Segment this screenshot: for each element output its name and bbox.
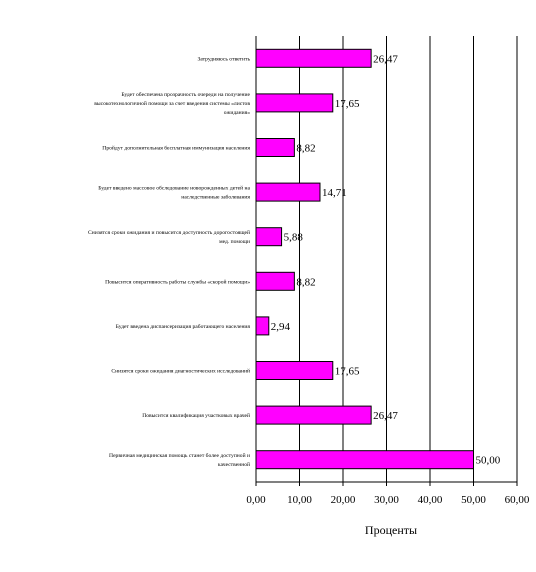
category-label: Будет введена диспансеризация работающег…: [116, 323, 251, 330]
category-label: Повысится оперативность работы службы «с…: [105, 278, 250, 285]
data-label: 26,47: [373, 410, 398, 422]
category-label: Повысится квалификация участковых врачей: [142, 412, 250, 419]
bar: [255, 227, 283, 247]
x-tick-label: 0,00: [246, 494, 266, 506]
bar: [255, 316, 270, 336]
data-label: 26,47: [373, 53, 398, 65]
category-label: Будет обеспечена прозрачность очереди на…: [94, 91, 250, 116]
category-labels: Затрудняюсь ответить Будет обеспечена про…: [88, 56, 250, 468]
x-tick-label: 40,00: [418, 494, 443, 506]
x-tick-label: 60,00: [505, 494, 530, 506]
data-label: 8,82: [296, 143, 315, 155]
x-tick-label: 50,00: [461, 494, 486, 506]
data-label: 17,65: [335, 366, 360, 378]
x-tick-label: 20,00: [331, 494, 356, 506]
category-label: Снизятся сроки ожидания диагностических …: [111, 368, 250, 375]
bar: [255, 405, 372, 425]
category-label: Первичная медицинская помощь станет боле…: [109, 452, 250, 468]
category-label: Снизятся сроки ожидания и повысится дост…: [88, 229, 250, 245]
data-label: 17,65: [335, 98, 360, 110]
category-label: Затрудняюсь ответить: [197, 56, 250, 62]
x-tick-label: 10,00: [287, 494, 312, 506]
data-label: 50,00: [476, 455, 501, 467]
bar: [255, 182, 321, 202]
x-axis-title: Проценты: [365, 523, 417, 537]
data-label: 8,82: [296, 276, 315, 288]
data-label: 14,71: [322, 187, 347, 199]
bars: [255, 48, 474, 470]
value-labels: 26,47 17,65 8,82 14,71 5,88 8,82 2,94 17,65 26,4…: [271, 53, 501, 466]
x-tick-labels: 0,00 10,00 20,00 30,00 40,00 50,00 60,00: [246, 482, 530, 506]
bar: [255, 271, 295, 291]
bar: [255, 361, 334, 380]
category-label: Будет введено массовое обследование ново…: [98, 185, 250, 201]
x-tick-label: 30,00: [374, 494, 399, 506]
bar: [255, 450, 474, 470]
data-label: 2,94: [271, 321, 291, 333]
bar: [255, 93, 334, 113]
category-label: Пройдут дополнительная бесплатная иммуни…: [102, 145, 250, 152]
bar: [255, 138, 295, 157]
bar: [255, 48, 372, 68]
data-label: 5,88: [284, 232, 304, 244]
